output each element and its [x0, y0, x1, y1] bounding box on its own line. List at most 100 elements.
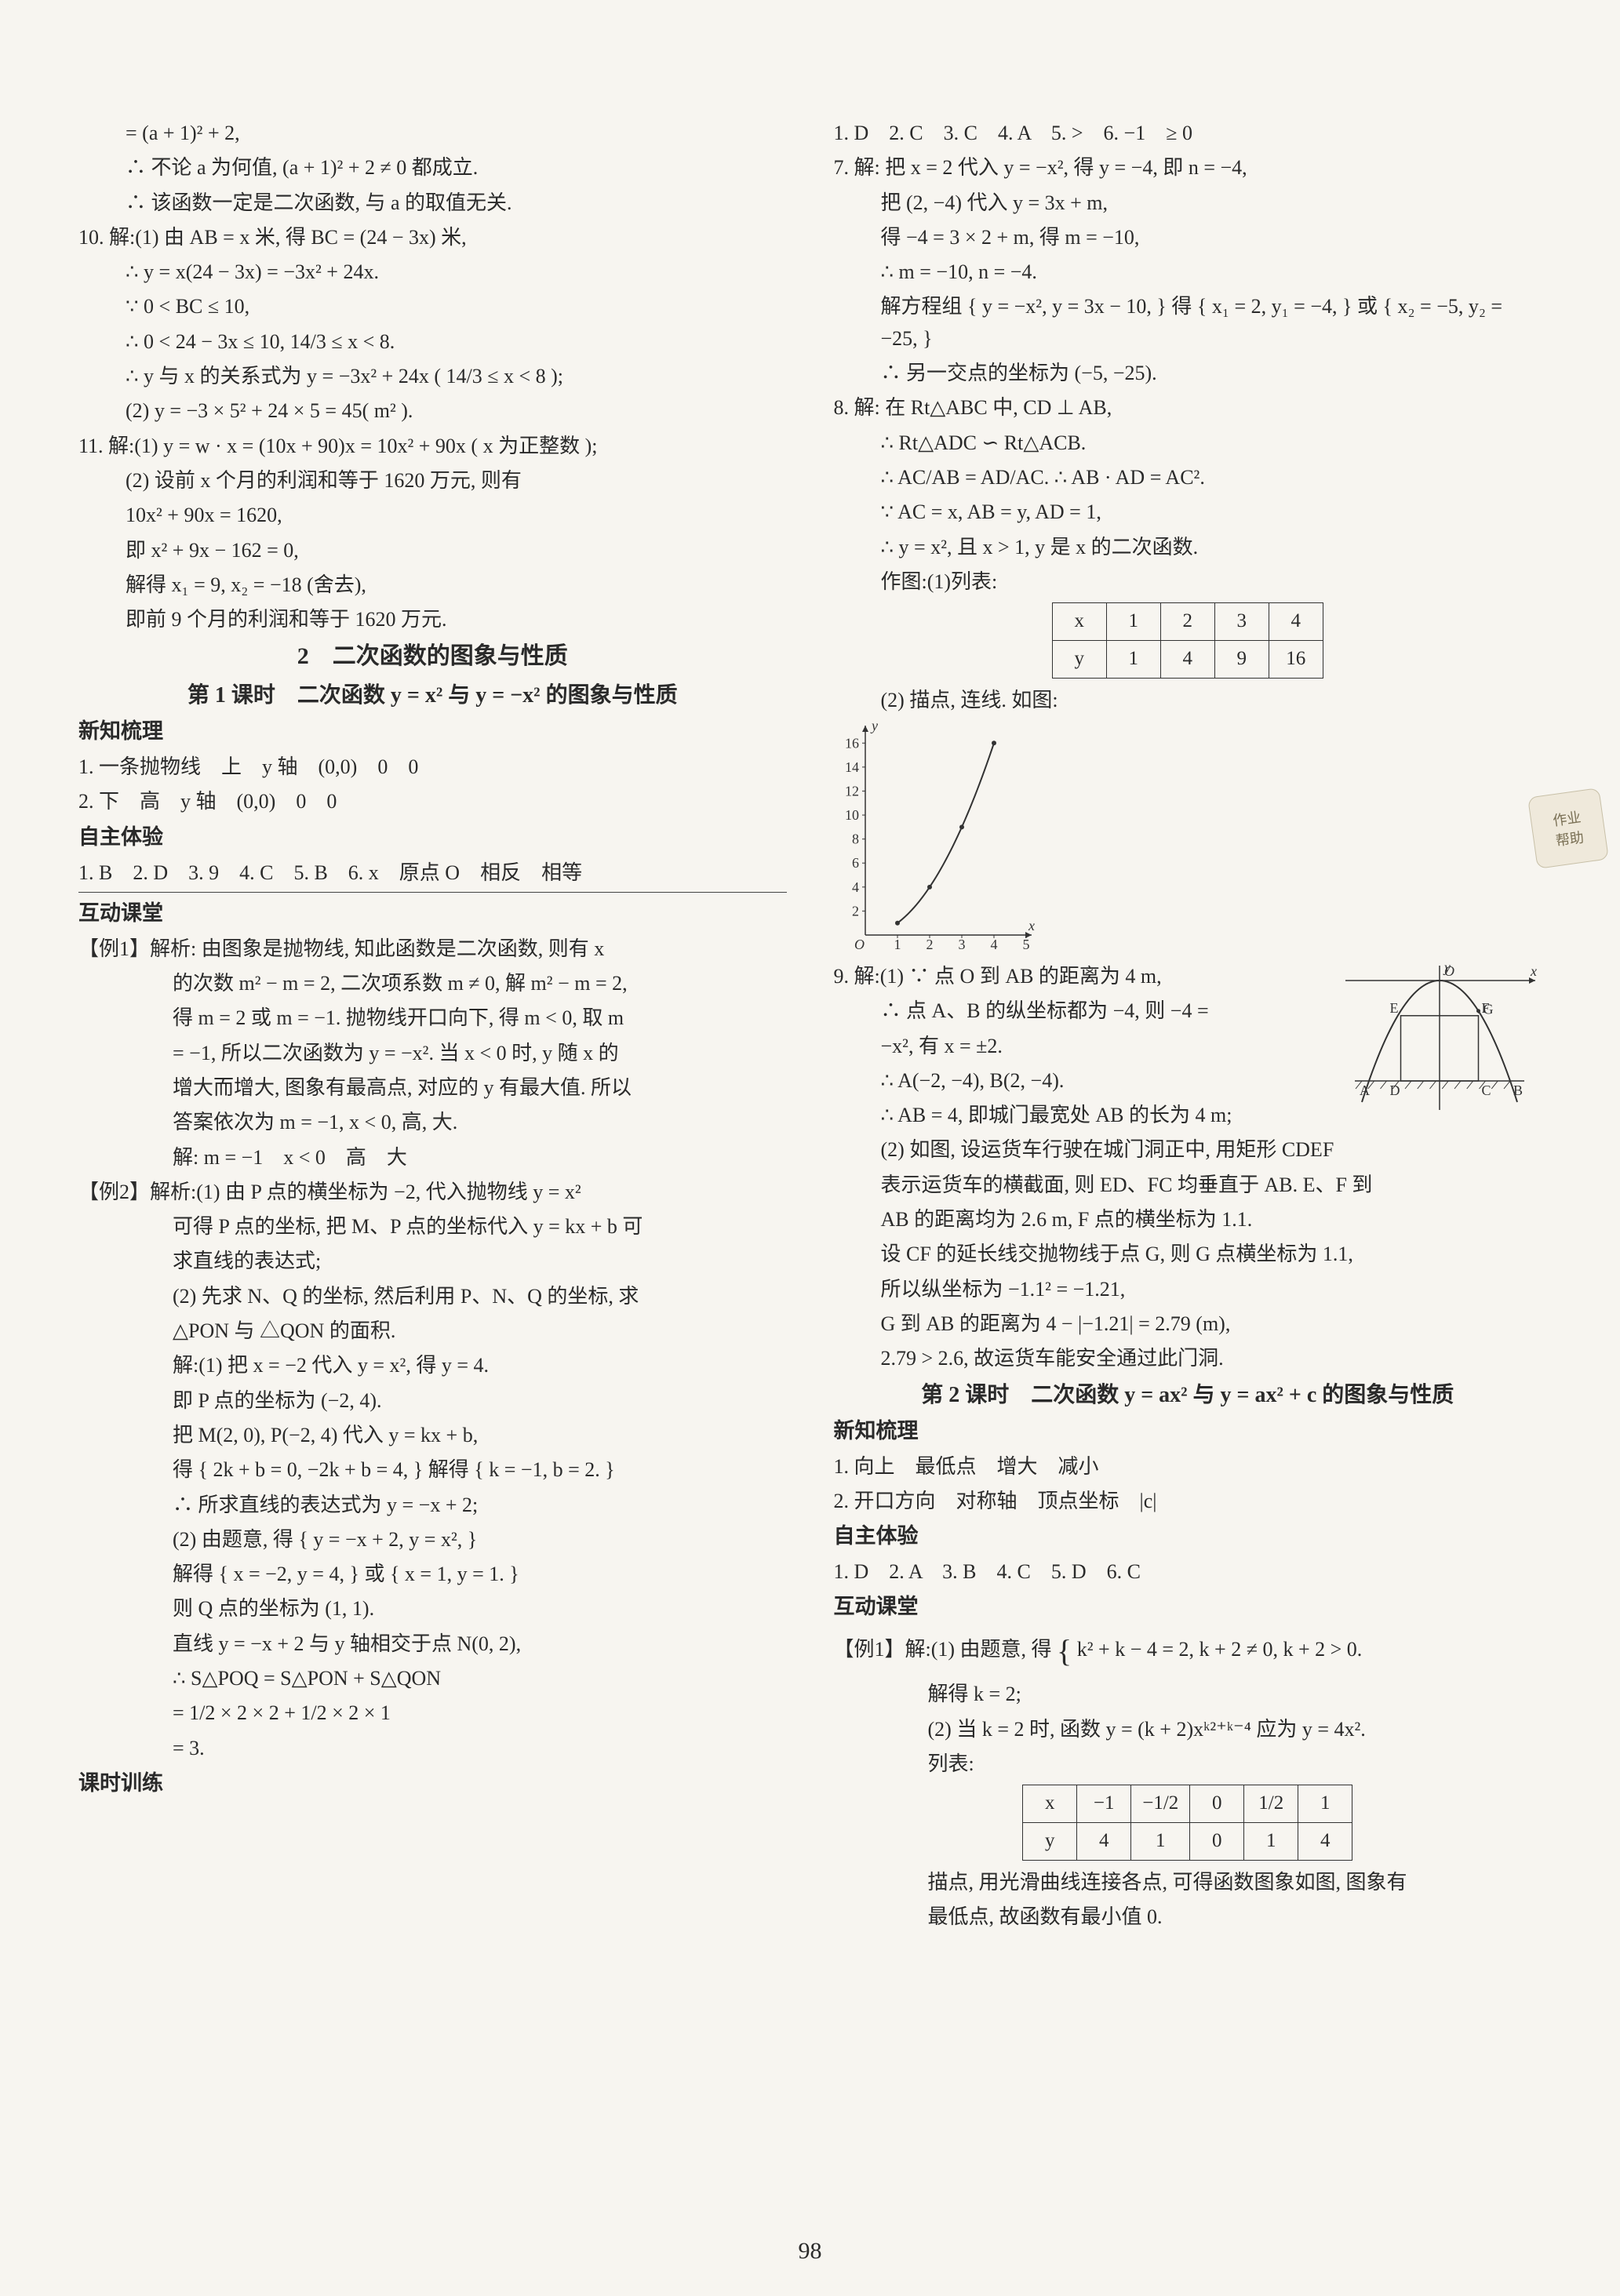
text-line: = 3.	[78, 1733, 787, 1764]
table-cell: 0	[1190, 1822, 1244, 1860]
text-line: = 1/2 × 2 × 2 + 1/2 × 2 × 1	[78, 1697, 787, 1729]
text-line: 解:(1) 把 x = −2 代入 y = x², 得 y = 4.	[78, 1350, 787, 1381]
table-cell: 1	[1244, 1822, 1298, 1860]
page: 作业 帮助 = (a + 1)² + 2, ∴ 不论 a 为何值, (a + 1…	[0, 0, 1620, 2296]
svg-text:D: D	[1390, 1083, 1400, 1098]
table-cell: 4	[1160, 640, 1214, 678]
table-ex1b: x −1 −1/2 0 1/2 1 y 4 1 0 1 4	[1022, 1785, 1352, 1861]
text-line: AB 的距离均为 2.6 m, F 点的横坐标为 1.1.	[834, 1204, 1542, 1235]
table-cell: y	[1023, 1822, 1077, 1860]
chart-q8: 12345246810121416Oxy	[834, 719, 1542, 955]
text-line: ∴ Rt△ADC ∽ Rt△ACB.	[834, 428, 1542, 459]
text-line: (2) 先求 N、Q 的坐标, 然后利用 P、N、Q 的坐标, 求	[78, 1281, 787, 1312]
text-line: 作图:(1)列表:	[834, 566, 1542, 598]
table-cell: 0	[1190, 1785, 1244, 1823]
svg-text:y: y	[870, 719, 878, 733]
heading-keshi: 课时训练	[78, 1767, 787, 1800]
text-line: ∴ 另一交点的坐标为 (−5, −25).	[834, 358, 1542, 389]
text-line: ∴ 该函数一定是二次函数, 与 a 的取值无关.	[78, 187, 787, 219]
text-line: G 到 AB 的距离为 4 − |−1.21| = 2.79 (m),	[834, 1308, 1542, 1340]
text-line: (2) y = −3 × 5² + 24 × 5 = 45( m² ).	[78, 395, 787, 427]
svg-text:A: A	[1360, 1083, 1370, 1098]
text-line: 10. 解:(1) 由 AB = x 米, 得 BC = (24 − 3x) 米…	[78, 222, 787, 253]
table-q8: x 1 2 3 4 y 1 4 9 16	[1052, 602, 1323, 679]
text-line: ∴ y = x(24 − 3x) = −3x² + 24x.	[78, 257, 787, 288]
table-cell: 1	[1106, 640, 1160, 678]
text-line: 10x² + 90x = 1620,	[78, 500, 787, 531]
text-line: 设 CF 的延长线交抛物线于点 G, 则 G 点横坐标为 1.1,	[834, 1239, 1542, 1270]
text-line: 即 P 点的坐标为 (−2, 4).	[78, 1385, 787, 1417]
text-line: ∴ 0 < 24 − 3x ≤ 10, 14/3 ≤ x < 8.	[78, 326, 787, 358]
text-line: 2.79 > 2.6, 故运货车能安全通过此门洞.	[834, 1343, 1542, 1374]
text-line: 所以纵坐标为 −1.1² = −1.21,	[834, 1274, 1542, 1305]
text-line: 列表:	[834, 1748, 1542, 1780]
text-line: 11. 解:(1) y = w · x = (10x + 90)x = 10x²…	[78, 431, 787, 462]
text-line: (2) 如图, 设运货车行驶在城门洞正中, 用矩形 CDEF	[834, 1134, 1542, 1166]
text-line: 把 M(2, 0), P(−2, 4) 代入 y = kx + b,	[78, 1420, 787, 1451]
brace-icon: {	[1057, 1633, 1072, 1668]
svg-text:y: y	[1443, 961, 1451, 975]
heading-hudong: 互动课堂	[78, 897, 787, 930]
text-line: 得 { 2k + b = 0, −2k + b = 4, } 解得 { k = …	[78, 1454, 787, 1486]
text-line: 8. 解: 在 Rt△ABC 中, CD ⊥ AB,	[834, 392, 1542, 424]
table-cell: 3	[1214, 603, 1269, 641]
text-line: (2) 由题意, 得 { y = −x + 2, y = x², }	[78, 1524, 787, 1556]
heading-zizhu: 自主体验	[78, 821, 787, 854]
text-line: ∴ 所求直线的表达式为 y = −x + 2;	[78, 1490, 787, 1521]
text-line: 求直线的表达式;	[78, 1246, 787, 1277]
table-cell: 1	[1131, 1822, 1190, 1860]
text-line: 即 x² + 9x − 162 = 0,	[78, 535, 787, 566]
text-line: 即前 9 个月的利润和等于 1620 万元.	[78, 604, 787, 635]
text-line: (2) 当 k = 2 时, 函数 y = (k + 2)xᵏ²⁺ᵏ⁻⁴ 应为 …	[834, 1714, 1542, 1745]
table-cell: 4	[1077, 1822, 1131, 1860]
table-row: x −1 −1/2 0 1/2 1	[1023, 1785, 1352, 1823]
svg-text:x: x	[1530, 963, 1537, 979]
text-line: ∴ m = −10, n = −4.	[834, 257, 1542, 288]
text-line: 1. D 2. C 3. C 4. A 5. > 6. −1 ≥ 0	[834, 118, 1542, 149]
table-cell: −1	[1077, 1785, 1131, 1823]
svg-text:1: 1	[894, 937, 901, 952]
heading-xinzhi: 新知梳理	[78, 715, 787, 748]
svg-text:12: 12	[845, 783, 859, 799]
text-line: 解得 k = 2;	[834, 1679, 1542, 1710]
svg-text:2: 2	[926, 937, 933, 952]
heading-hudong2: 互动课堂	[834, 1591, 1542, 1624]
table-cell: 1	[1298, 1785, 1352, 1823]
heading-xinzhi2: 新知梳理	[834, 1415, 1542, 1448]
text-line: 表示运货车的横截面, 则 ED、FC 均垂直于 AB. E、F 到	[834, 1170, 1542, 1201]
table-cell: 1/2	[1244, 1785, 1298, 1823]
text-line: ∴ S△POQ = S△PON + S△QON	[78, 1663, 787, 1694]
svg-text:14: 14	[845, 759, 859, 775]
text-line: 最低点, 故函数有最小值 0.	[834, 1901, 1542, 1933]
svg-text:4: 4	[990, 937, 997, 952]
text-line: 解得 x₁ = 9, x₂ = −18 (舍去),	[78, 569, 787, 601]
text-line: ∴ 不论 a 为何值, (a + 1)² + 2 ≠ 0 都成立.	[78, 152, 787, 184]
svg-text:3: 3	[958, 937, 965, 952]
table-cell: −1/2	[1131, 1785, 1190, 1823]
arch-svg: OxyABDCEFG	[1338, 961, 1542, 1118]
section-title: 2 二次函数的图象与性质	[78, 639, 787, 675]
table-cell: 4	[1298, 1822, 1352, 1860]
text-line: 把 (2, −4) 代入 y = 3x + m,	[834, 187, 1542, 219]
ex-brace-content: k² + k − 4 = 2, k + 2 ≠ 0, k + 2 > 0.	[1077, 1638, 1363, 1661]
lesson-title-2: 第 2 课时 二次函数 y = ax² 与 y = ax² + c 的图象与性质	[834, 1378, 1542, 1412]
svg-text:16: 16	[845, 735, 859, 751]
text-line: 解方程组 { y = −x², y = 3x − 10, } 得 { x₁ = …	[834, 291, 1542, 355]
text-line: 2. 下 高 y 轴 (0,0) 0 0	[78, 786, 787, 817]
table-cell: x	[1052, 603, 1106, 641]
table-cell: x	[1023, 1785, 1077, 1823]
text-line: ∴ y 与 x 的关系式为 y = −3x² + 24x ( 14/3 ≤ x …	[78, 361, 787, 392]
svg-text:B: B	[1513, 1083, 1523, 1098]
text-line: 1. 一条抛物线 上 y 轴 (0,0) 0 0	[78, 751, 787, 783]
text-line: 可得 P 点的坐标, 把 M、P 点的坐标代入 y = kx + b 可	[78, 1211, 787, 1243]
svg-text:4: 4	[852, 879, 859, 895]
arch-figure: OxyABDCEFG	[1338, 961, 1542, 1118]
svg-text:E: E	[1390, 1000, 1399, 1016]
table-cell: y	[1052, 640, 1106, 678]
page-number: 98	[0, 2238, 1620, 2265]
text-line: = −1, 所以二次函数为 y = −x². 当 x < 0 时, y 随 x …	[78, 1038, 787, 1069]
text-line: 2. 开口方向 对称轴 顶点坐标 |c|	[834, 1486, 1542, 1517]
svg-text:x: x	[1028, 918, 1035, 933]
text-line: ∵ 0 < BC ≤ 10,	[78, 291, 787, 322]
svg-text:C: C	[1482, 1083, 1491, 1098]
